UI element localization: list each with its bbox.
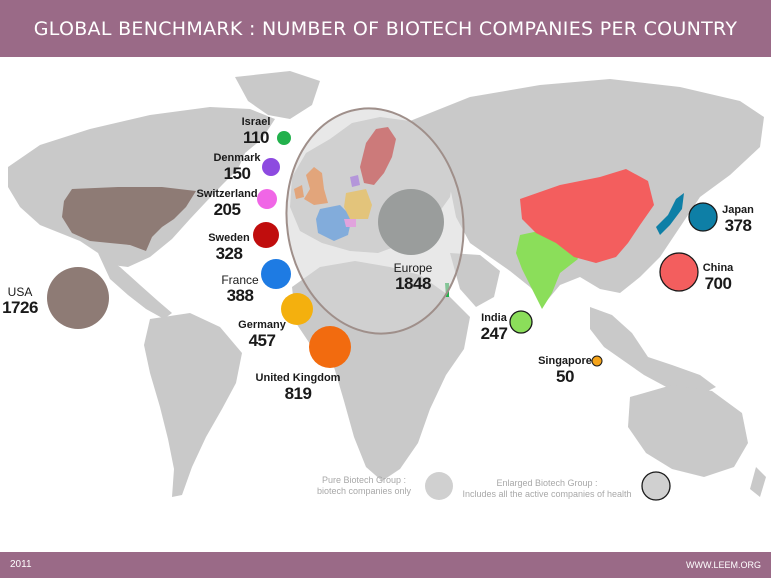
israel-value: 110: [243, 128, 269, 147]
sweden-value: 328: [215, 244, 243, 263]
switzerland-name: Switzerland: [196, 188, 258, 200]
footer-year: 2011: [10, 559, 32, 570]
japan-name: Japan: [722, 204, 754, 216]
japan-value: 378: [724, 216, 752, 235]
central-america-land: [98, 253, 172, 319]
legend-pure-line1: Pure Biotech Group :: [321, 475, 407, 485]
switzerland-value: 205: [213, 200, 241, 219]
uk-bubble: [309, 326, 351, 368]
usa-shape: [62, 187, 196, 251]
israel-name: Israel: [241, 116, 271, 128]
label-germany: Germany 457: [234, 319, 290, 350]
arabia-land: [450, 253, 500, 307]
india-value: 247: [480, 324, 508, 343]
label-europe: Europe 1848: [388, 262, 438, 292]
europe-highlight-ellipse: [285, 107, 465, 335]
sweden-bubble: [253, 222, 279, 248]
australia-land: [628, 385, 748, 477]
israel-bubble: [277, 131, 291, 145]
south-america-land: [144, 313, 242, 497]
denmark-bubble: [262, 158, 280, 176]
france-bubble: [261, 259, 291, 289]
india-bubble: [509, 310, 533, 334]
label-usa: USA 1726: [0, 286, 40, 316]
singapore-bubble: [591, 355, 603, 367]
china-name: China: [702, 262, 734, 274]
germany-value: 457: [248, 331, 276, 350]
france-name: France: [221, 273, 259, 287]
europe-bubble: [378, 189, 444, 255]
label-india: India 247: [476, 312, 512, 343]
footer-bar: 2011 WWW.LEEM.ORG: [0, 552, 771, 578]
legend-enlarged-bubble: [641, 471, 671, 501]
europe-value: 1848: [395, 274, 431, 293]
footer-url: WWW.LEEM.ORG: [686, 560, 761, 570]
label-france: France 388: [220, 274, 260, 304]
label-switzerland: Switzerland 205: [195, 188, 259, 219]
india-shape: [516, 229, 578, 309]
germany-name: Germany: [238, 319, 286, 331]
label-israel: Israel 110: [236, 116, 276, 147]
china-bubble: [659, 252, 699, 292]
new-zealand-land: [750, 467, 766, 497]
usa-value: 1726: [2, 298, 38, 317]
label-sweden: Sweden 328: [204, 232, 254, 263]
china-shape: [520, 169, 654, 263]
legend-pure: Pure Biotech Group : biotech companies o…: [300, 475, 428, 498]
label-denmark: Denmark 150: [208, 152, 266, 183]
japan-bubble: [688, 202, 718, 232]
japan-shape: [656, 193, 684, 235]
legend-enlarged: Enlarged Biotech Group : Includes all th…: [452, 478, 642, 501]
united-kingdom-name: United Kingdom: [255, 372, 341, 384]
singapore-value: 50: [556, 367, 574, 386]
world-map: [8, 71, 766, 501]
page-title: GLOBAL BENCHMARK : NUMBER OF BIOTECH COM…: [33, 17, 738, 40]
label-japan: Japan 378: [718, 204, 758, 235]
label-china: China 700: [698, 262, 738, 293]
southeast-asia-land: [590, 307, 716, 395]
greenland-land: [235, 71, 320, 119]
switzerland-bubble: [257, 189, 277, 209]
usa-name: USA: [7, 285, 33, 299]
usa-bubble: [47, 267, 109, 329]
denmark-name: Denmark: [213, 152, 261, 164]
legend-enlarged-line2: Includes all the active companies of hea…: [462, 489, 632, 500]
label-singapore: Singapore 50: [537, 355, 593, 386]
legend-pure-bubble: [425, 472, 453, 500]
germany-bubble: [281, 293, 313, 325]
label-united-kingdom: United Kingdom 819: [248, 372, 348, 403]
denmark-value: 150: [223, 164, 251, 183]
france-value: 388: [226, 286, 254, 305]
title-bar: GLOBAL BENCHMARK : NUMBER OF BIOTECH COM…: [0, 0, 771, 57]
sweden-name: Sweden: [208, 232, 250, 244]
india-name: India: [481, 312, 507, 324]
legend-pure-line2: biotech companies only: [316, 486, 412, 497]
legend-enlarged-line1: Enlarged Biotech Group :: [496, 478, 598, 488]
europe-name: Europe: [393, 261, 433, 275]
united-kingdom-value: 819: [284, 384, 312, 403]
singapore-name: Singapore: [538, 355, 592, 367]
china-value: 700: [704, 274, 732, 293]
